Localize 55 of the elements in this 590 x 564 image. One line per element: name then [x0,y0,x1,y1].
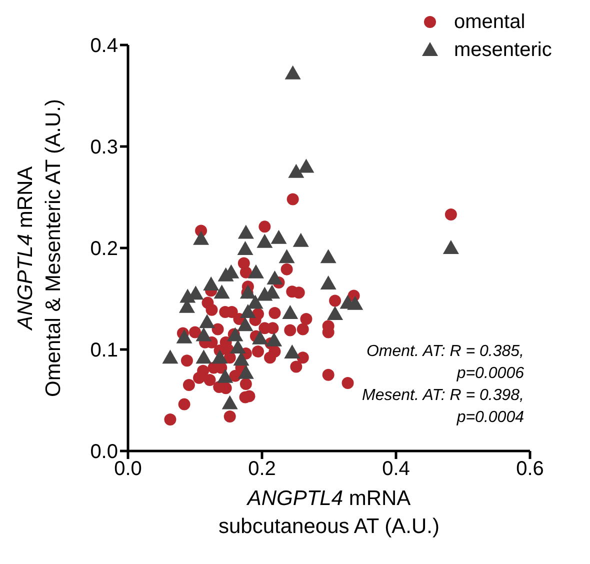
x-tick-label: 0.4 [382,458,410,480]
point [282,304,298,319]
point [327,306,344,320]
point [237,241,254,256]
point [199,314,216,328]
point [247,294,264,309]
annotation: p=0.0006 [456,364,524,384]
point [252,330,268,344]
point [238,224,254,239]
x-axis-title: ANGPTL4 mRNA subcutaneous AT (A.U.) [217,486,440,540]
point [288,164,304,178]
annotation: Oment. AT: R = 0.385, [365,342,524,362]
point [176,329,192,344]
point [214,284,230,299]
legend-label: mesenteric [454,38,552,63]
point [284,344,300,359]
point [266,270,283,284]
point [237,317,254,332]
point [284,65,301,80]
point [196,350,212,364]
point [248,264,264,278]
point [240,304,256,318]
annotation: Mesent. AT: R = 0.398, [362,386,524,406]
point [320,276,336,290]
point [256,234,273,248]
y-tick-label: 0.2 [90,238,118,260]
point [320,249,336,264]
point [162,350,178,364]
point [193,230,210,245]
point [240,284,256,299]
point [196,327,212,342]
point [222,395,238,410]
point [238,364,254,379]
point [266,332,282,346]
x-tick-label: 0.2 [248,458,276,480]
y-tick-label: 0.4 [90,35,118,58]
point [298,158,314,173]
point [233,352,250,366]
point [203,276,220,291]
point [212,350,228,364]
x-tick-label: 0.6 [516,458,544,480]
x-tick-label: 0.0 [114,458,142,480]
point [270,230,287,244]
legend-label: omental [454,10,526,35]
y-tick-label: 0.1 [90,340,118,362]
point [217,368,234,383]
point [278,249,295,264]
point [230,339,246,354]
point [218,267,234,282]
y-tick-label: 0.3 [90,136,118,159]
point [347,296,364,310]
annotation: p=0.0004 [456,408,524,428]
point [292,232,309,247]
point [442,240,459,254]
point [227,327,244,342]
